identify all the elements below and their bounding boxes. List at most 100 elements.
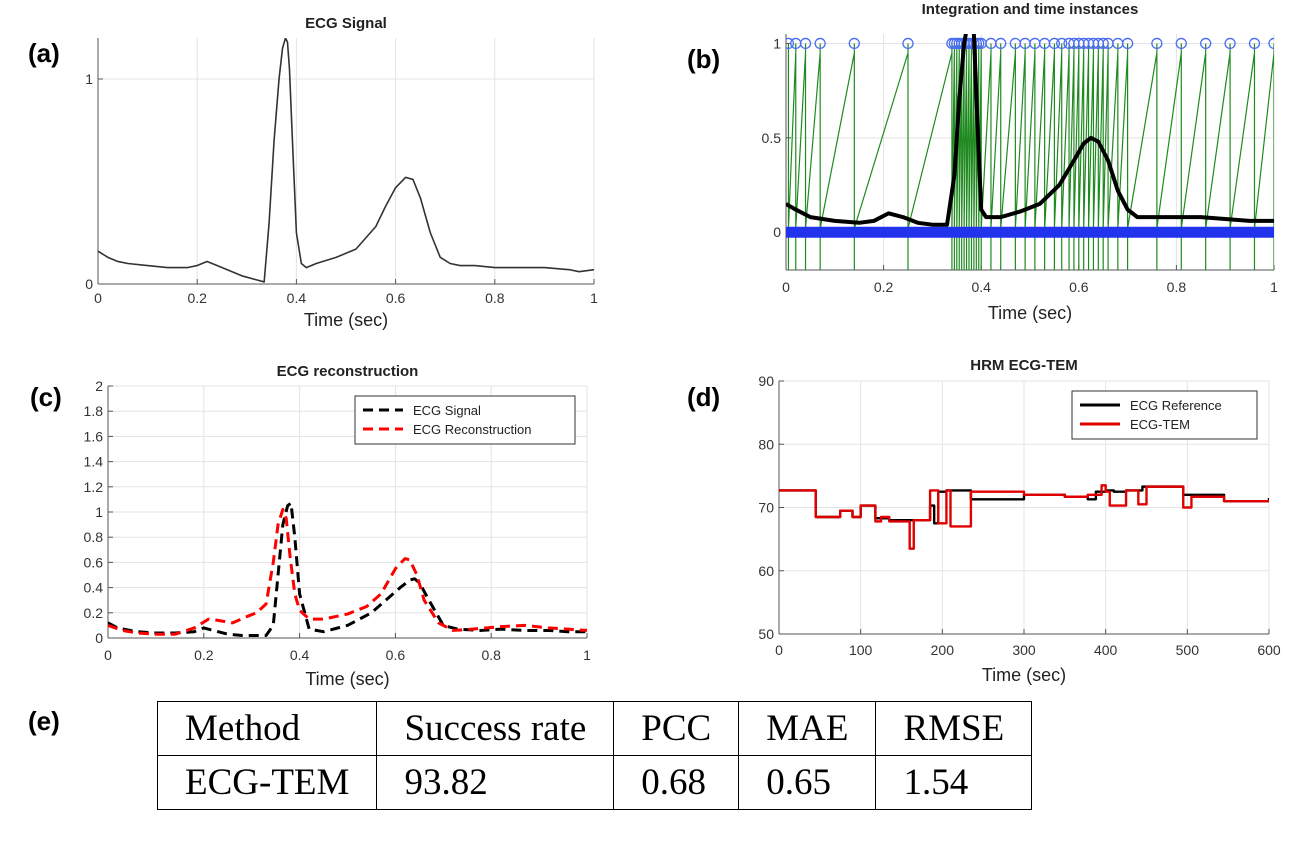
x-tick-label: 100 [849, 642, 873, 658]
spike-marker [902, 37, 914, 50]
x-tick-label: 300 [1012, 642, 1036, 658]
y-tick-label: 0.4 [84, 580, 104, 596]
x-tick-label: 1 [1270, 279, 1278, 295]
x-tick-label: 1 [583, 647, 591, 663]
x-tick-label: 1 [590, 290, 598, 306]
panel-label-c: (c) [30, 382, 62, 412]
legend-label: ECG Reference [1130, 398, 1222, 413]
table-header-row: Method Success rate PCC MAE RMSE [156, 701, 1033, 756]
x-axis-label: Time (sec) [982, 665, 1066, 685]
spike-marker [1097, 37, 1109, 50]
spike-marker [1175, 37, 1187, 50]
table-header-cell: RMSE [875, 701, 1033, 756]
x-tick-label: 0.2 [874, 279, 894, 295]
x-tick-label: 0.6 [386, 647, 406, 663]
table-header-cell: MAE [738, 701, 877, 756]
y-tick-label: 0.2 [84, 605, 104, 621]
panel-label-e: (e) [28, 706, 60, 736]
spike-marker [1151, 37, 1163, 50]
legend-box [1071, 390, 1258, 440]
y-tick-label: 1.2 [84, 479, 104, 495]
x-axis-label: Time (sec) [305, 669, 389, 689]
x-tick-label: 400 [1094, 642, 1118, 658]
x-tick-label: 0.4 [287, 290, 307, 306]
spike-marker [786, 37, 795, 50]
chart-title: ECG reconstruction [277, 363, 419, 380]
x-tick-label: 0 [775, 642, 783, 658]
y-tick-label: 1 [773, 35, 781, 51]
y-tick-label: 1 [85, 71, 93, 87]
y-tick-label: 0 [773, 224, 781, 240]
x-tick-label: 0.8 [485, 290, 505, 306]
x-tick-label: 0 [782, 279, 790, 295]
integration-sawtooth [787, 43, 1274, 270]
y-tick-label: 0.8 [84, 529, 104, 545]
legend-label: ECG-TEM [1130, 417, 1190, 432]
series-line-a-0 [98, 38, 594, 283]
table-header-cell: PCC [613, 701, 740, 756]
x-tick-label: 0 [104, 647, 112, 663]
chart-title: ECG Signal [305, 15, 387, 32]
table-row: ECG-TEM 93.82 0.68 0.65 1.54 [156, 755, 1033, 810]
spike-marker [848, 37, 860, 50]
spike-marker [1056, 37, 1068, 50]
series-line-b-0 [786, 34, 1274, 227]
spike-marker [1121, 37, 1134, 50]
y-tick-label: 90 [758, 373, 774, 389]
spike-marker [1048, 37, 1061, 50]
y-tick-label: 1.4 [84, 454, 104, 470]
spike-marker [1268, 37, 1274, 50]
metrics-table: Method Success rate PCC MAE RMSE ECG-TEM… [156, 701, 1033, 810]
series-line-ecg-signal [108, 501, 587, 637]
x-axis-label: Time (sec) [304, 310, 388, 330]
legend-label: ECG Reconstruction [413, 422, 532, 437]
x-tick-label: 0.2 [194, 647, 214, 663]
plot-series-group [786, 34, 1274, 270]
y-tick-label: 2 [95, 378, 103, 394]
table-header-cell: Method [156, 701, 378, 756]
y-tick-label: 1.6 [84, 428, 104, 444]
x-tick-label: 0.8 [1167, 279, 1187, 295]
legend-box [354, 395, 576, 445]
x-tick-label: 600 [1257, 642, 1281, 658]
spike-marker [1224, 37, 1236, 50]
x-tick-label: 500 [1176, 642, 1200, 658]
table-cell: 0.65 [738, 755, 877, 810]
y-tick-label: 0.6 [84, 554, 104, 570]
spike-marker [814, 37, 826, 50]
y-tick-label: 0 [85, 276, 93, 292]
panel-label-a: (a) [28, 38, 60, 68]
y-tick-label: 60 [758, 563, 774, 579]
table-cell: ECG-TEM [156, 755, 378, 810]
y-tick-label: 70 [758, 500, 774, 516]
series-line-ecg-reconstruction [108, 507, 587, 636]
y-tick-label: 50 [758, 626, 774, 642]
y-tick-label: 0.5 [762, 130, 782, 146]
spike-marker [799, 37, 812, 50]
y-tick-label: 0 [95, 630, 103, 646]
x-tick-label: 200 [931, 642, 955, 658]
x-axis-label: Time (sec) [988, 303, 1072, 323]
x-tick-label: 0.8 [481, 647, 501, 663]
x-tick-label: 0.2 [187, 290, 207, 306]
y-tick-label: 80 [758, 436, 774, 452]
table-header-cell: Success rate [376, 701, 615, 756]
plot-series-group [98, 38, 594, 283]
spike-marker [1248, 37, 1261, 50]
panel-label-d: (d) [687, 382, 721, 412]
plot-series-group [779, 484, 1269, 550]
x-tick-label: 0.6 [386, 290, 406, 306]
table-cell: 1.54 [875, 755, 1033, 810]
x-tick-label: 0.6 [1069, 279, 1089, 295]
plot-series-group [108, 501, 587, 637]
spike-marker [1200, 37, 1212, 50]
table-cell: 0.68 [613, 755, 740, 810]
x-tick-label: 0 [94, 290, 102, 306]
series-line-ecg-tem [779, 484, 1269, 550]
table-cell: 93.82 [376, 755, 615, 810]
y-tick-label: 1.8 [84, 403, 104, 419]
